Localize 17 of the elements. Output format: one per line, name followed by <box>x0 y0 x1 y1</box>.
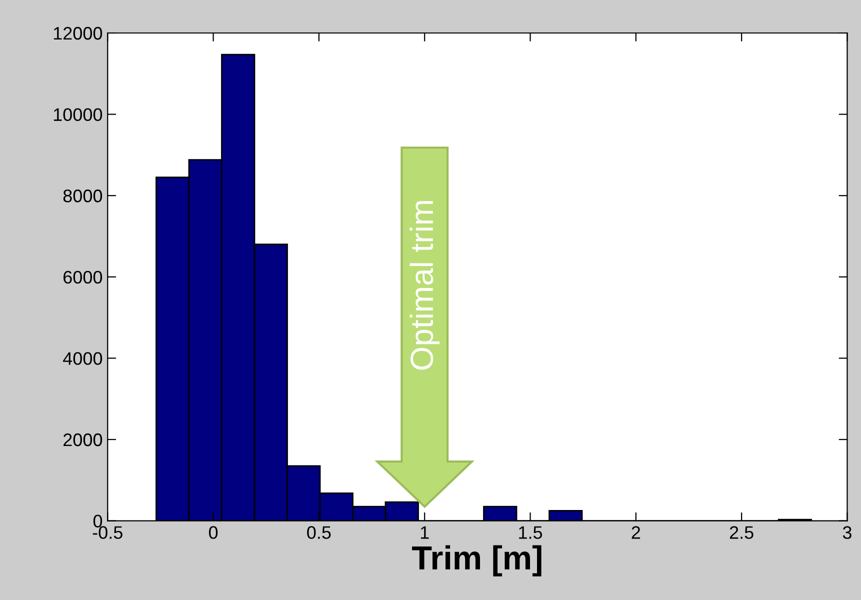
y-tick-label: 4000 <box>63 352 102 365</box>
x-tick-label: 2.5 <box>730 526 754 539</box>
x-tick-label: 1 <box>420 526 429 539</box>
x-tick-label: 3 <box>842 526 852 539</box>
x-tick-label: 1.5 <box>519 526 542 539</box>
x-tick-label: 0 <box>208 526 218 539</box>
y-tick-label: 12000 <box>54 26 102 40</box>
annotation: Optimal trim <box>410 201 440 370</box>
y-tick-label: 8000 <box>63 190 102 202</box>
y-tick-label: 0 <box>93 514 102 528</box>
x-tick-label: -0.5 <box>92 526 122 539</box>
x-axis-title: Trim [m] <box>412 545 542 576</box>
y-tick-label: 10000 <box>54 108 102 122</box>
x-tick-label: 2 <box>632 526 640 539</box>
y-tick-label: 2000 <box>64 433 102 446</box>
x-tick-label: 0.5 <box>307 526 331 539</box>
y-tick-label: 6000 <box>64 270 102 284</box>
